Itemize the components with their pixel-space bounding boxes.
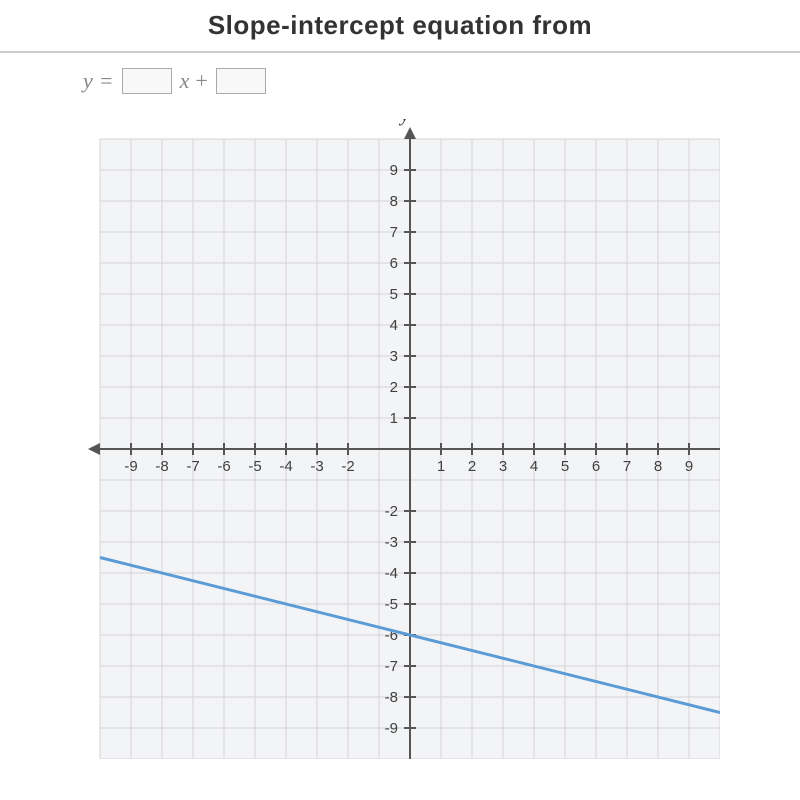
x-tick-label: 6 [592, 458, 600, 475]
chart-container: -9 -8 -7 -6 -5 -4 -3 -2 1 2 3 4 5 6 7 8 9 9 8 7 6 5 4 3 2 1 -2 -3 -4… [0, 114, 800, 759]
y-tick-label: -2 [385, 503, 398, 520]
x-tick-label: -8 [155, 458, 168, 475]
y-tick-label: 7 [390, 224, 398, 241]
x-variable: x [180, 68, 190, 94]
y-tick-label: -4 [385, 565, 398, 582]
x-tick-label: 3 [499, 458, 507, 475]
page-title: Slope-intercept equation from [0, 0, 800, 51]
coordinate-chart: -9 -8 -7 -6 -5 -4 -3 -2 1 2 3 4 5 6 7 8 9 9 8 7 6 5 4 3 2 1 -2 -3 -4… [80, 119, 720, 759]
x-tick-label: 8 [654, 458, 662, 475]
x-tick-label: -5 [248, 458, 261, 475]
x-tick-label: -4 [279, 458, 292, 475]
y-axis-label: y [399, 119, 410, 126]
divider [0, 51, 800, 53]
y-tick-label: 1 [390, 410, 398, 427]
y-variable: y [83, 68, 93, 94]
y-tick-label: -9 [385, 720, 398, 737]
y-tick-label: 5 [390, 286, 398, 303]
x-tick-label: 2 [468, 458, 476, 475]
slope-input[interactable] [122, 68, 172, 94]
y-tick-label: -3 [385, 534, 398, 551]
x-tick-label: -9 [124, 458, 137, 475]
intercept-input[interactable] [216, 68, 266, 94]
x-tick-label: -7 [186, 458, 199, 475]
y-tick-label: 2 [390, 379, 398, 396]
y-tick-label: -7 [385, 658, 398, 675]
x-tick-label: 5 [561, 458, 569, 475]
x-tick-label: 4 [530, 458, 538, 475]
x-tick-label: -6 [217, 458, 230, 475]
x-tick-label: 1 [437, 458, 445, 475]
x-tick-label: 7 [623, 458, 631, 475]
y-tick-label: -8 [385, 689, 398, 706]
equals-sign: = [99, 68, 114, 94]
y-tick-label: 6 [390, 255, 398, 272]
y-tick-label: 9 [390, 162, 398, 179]
x-tick-label: -3 [310, 458, 323, 475]
x-tick-label: 9 [685, 458, 693, 475]
y-tick-label: 8 [390, 193, 398, 210]
x-tick-label: -2 [341, 458, 354, 475]
plus-sign: + [195, 68, 207, 94]
y-tick-label: -5 [385, 596, 398, 613]
y-tick-label: 4 [390, 317, 398, 334]
equation-row: y = x + [0, 68, 800, 94]
y-tick-label: 3 [390, 348, 398, 365]
